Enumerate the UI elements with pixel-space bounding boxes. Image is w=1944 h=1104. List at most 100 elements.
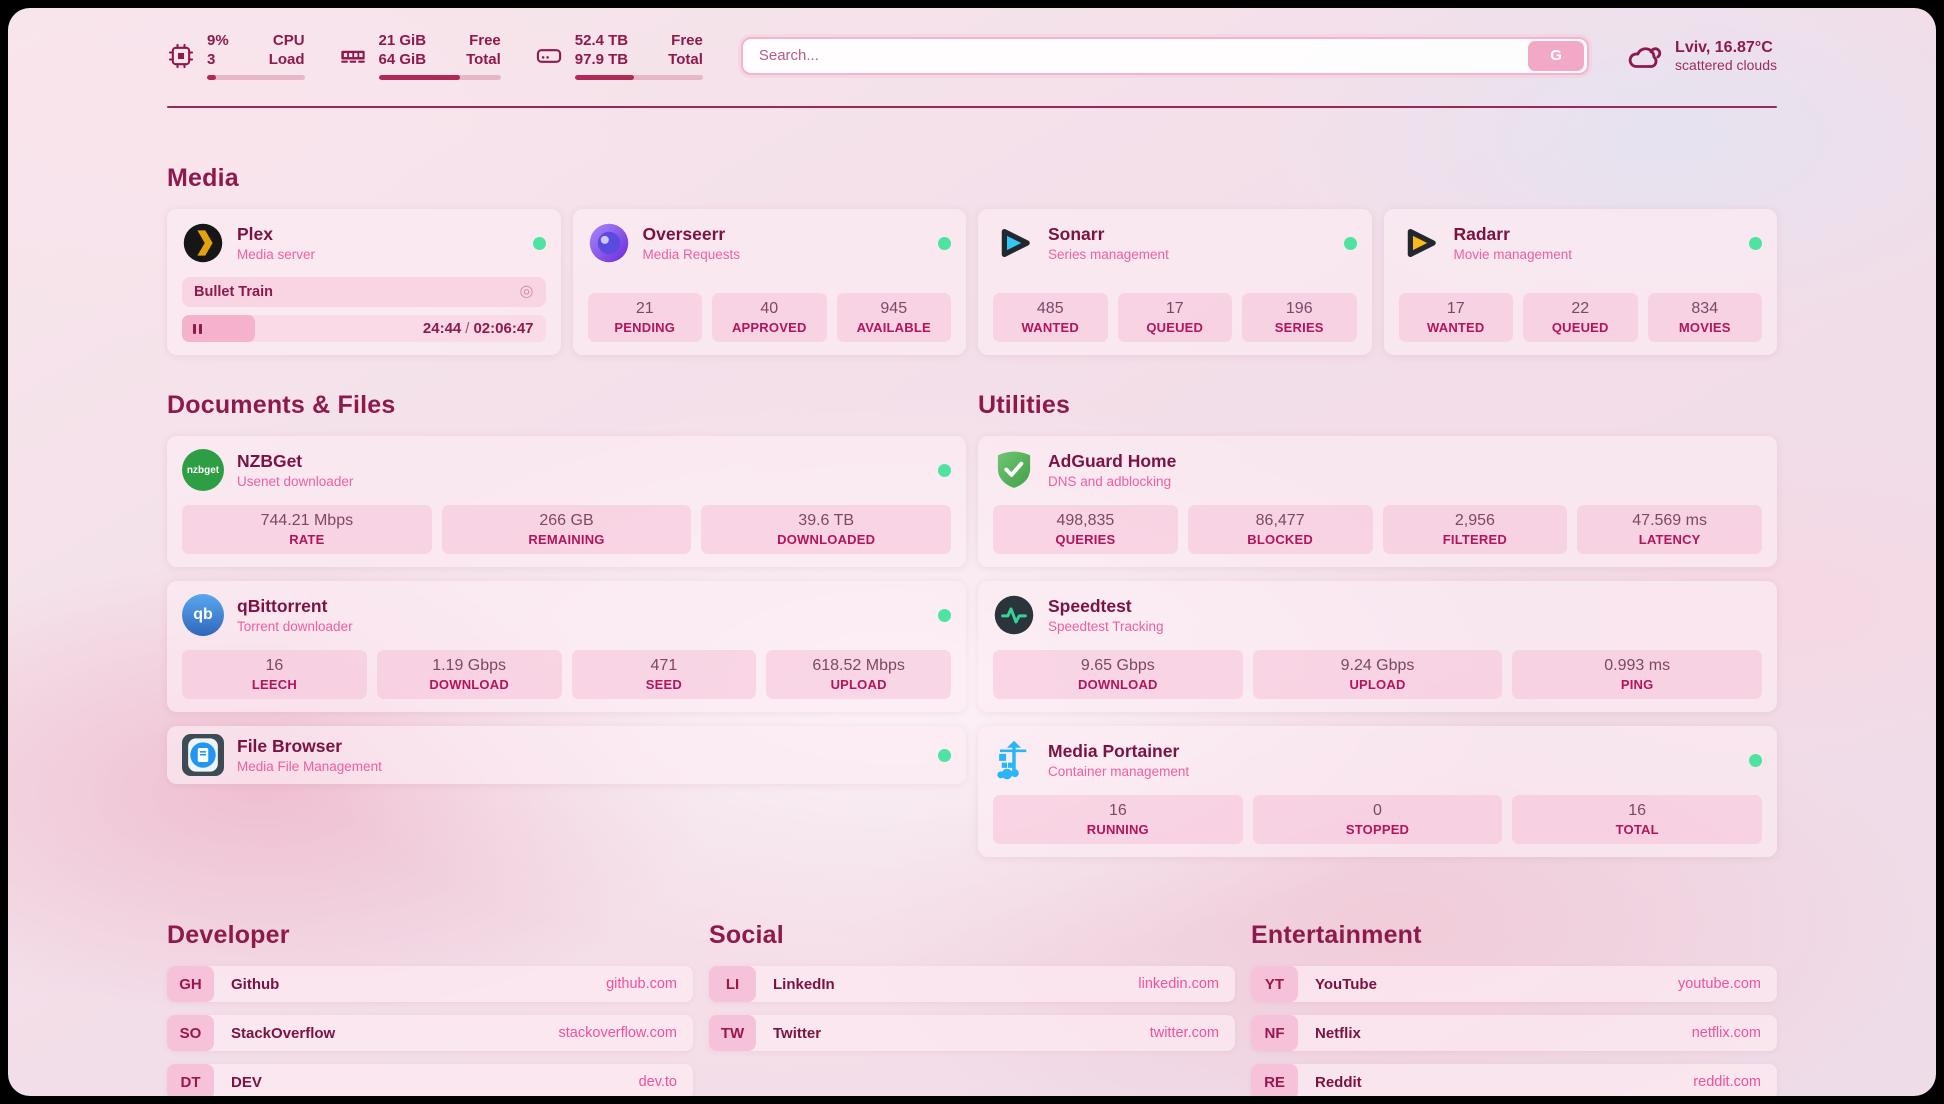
storage-total-label: Total <box>668 50 703 68</box>
app-subtitle: Movie management <box>1453 247 1573 262</box>
link-name: DEV <box>231 1073 262 1091</box>
app-card-radarr[interactable]: Radarr Movie management 17 WANTED 22 QUE… <box>1383 209 1777 355</box>
stat-approved: 40 APPROVED <box>712 293 827 342</box>
filebrowser-icon <box>182 734 224 776</box>
radarr-icon <box>1399 222 1441 264</box>
link-github[interactable]: GH Github github.com <box>167 966 693 1002</box>
stat-available: 945 AVAILABLE <box>836 293 951 342</box>
playback-progress-bar[interactable]: 24:44 / 02:06:47 <box>182 315 546 342</box>
documents-column: Documents & Files nzbget NZBGet Usenet d… <box>167 391 966 784</box>
link-name: YouTube <box>1315 975 1377 993</box>
link-url: youtube.com <box>1677 976 1761 992</box>
link-stackoverflow[interactable]: SO StackOverflow stackoverflow.com <box>167 1015 693 1051</box>
link-abbr-badge: LI <box>709 966 756 1002</box>
link-dev[interactable]: DT DEV dev.to <box>167 1064 693 1096</box>
app-name: Plex <box>237 224 273 244</box>
search-input[interactable] <box>742 47 1529 65</box>
app-card-adguard[interactable]: AdGuard Home DNS and adblocking 498,835 … <box>978 436 1777 567</box>
link-url: stackoverflow.com <box>558 1025 677 1041</box>
stat-movies: 834 MOVIES <box>1647 293 1762 342</box>
link-url: dev.to <box>638 1074 677 1090</box>
app-card-sonarr[interactable]: Sonarr Series management 485 WANTED 17 Q… <box>978 209 1372 355</box>
stat-leech: 16 LEECH <box>182 650 367 699</box>
storage-total-value: 97.9 TB <box>574 50 629 68</box>
cloud-icon <box>1627 38 1663 74</box>
search-bar[interactable]: G <box>740 36 1590 75</box>
total-duration: 02:06:47 <box>473 320 534 337</box>
dashboard-window: 9% CPU 3 Load <box>8 8 1936 1096</box>
stat-series: 196 SERIES <box>1242 293 1357 342</box>
stat-queued: 22 QUEUED <box>1523 293 1638 342</box>
stat-downloaded: 39.6 TB DOWNLOADED <box>701 505 952 554</box>
link-linkedin[interactable]: LI LinkedIn linkedin.com <box>709 966 1235 1002</box>
status-online-dot <box>1749 753 1762 767</box>
now-playing-pill: Bullet Train ◎ <box>182 277 546 307</box>
stat-latency: 47.569 ms LATENCY <box>1577 505 1762 554</box>
playback-time: 24:44 / 02:06:47 <box>423 315 534 342</box>
app-subtitle: Speedtest Tracking <box>1048 619 1164 634</box>
section-title-social: Social <box>709 921 784 949</box>
stat-filtered: 2,956 FILTERED <box>1382 505 1568 554</box>
app-card-qbittorrent[interactable]: qb qBittorrent Torrent downloader 16 LEE… <box>167 581 966 712</box>
status-online-dot <box>1749 236 1762 250</box>
storage-free-value: 52.4 TB <box>574 32 629 49</box>
app-card-filebrowser[interactable]: File Browser Media File Management <box>167 726 966 784</box>
stat-ping: 0.993 ms PING <box>1512 650 1763 699</box>
weather-widget[interactable]: Lviv, 16.87°C scattered clouds <box>1627 38 1777 74</box>
section-title-entertainment: Entertainment <box>1251 921 1422 949</box>
stat-upload: 618.52 Mbps UPLOAD <box>766 650 951 699</box>
status-online-dot <box>532 236 546 250</box>
pause-icon[interactable] <box>193 323 202 334</box>
app-subtitle: Container management <box>1048 764 1190 779</box>
link-url: twitter.com <box>1149 1025 1219 1041</box>
link-reddit[interactable]: RE Reddit reddit.com <box>1251 1064 1777 1096</box>
search-engine-button[interactable]: G <box>1528 40 1585 71</box>
memory-stat-widget: 21 GiB Free 64 GiB Total <box>339 32 501 80</box>
playback-played-segment <box>182 315 255 342</box>
app-name: File Browser <box>237 736 343 756</box>
top-bar: 9% CPU 3 Load <box>167 32 1777 80</box>
app-subtitle: DNS and adblocking <box>1048 474 1172 489</box>
app-name: Media Portainer <box>1048 741 1180 761</box>
cpu-label: CPU <box>272 32 305 49</box>
link-twitter[interactable]: TW Twitter twitter.com <box>709 1015 1235 1051</box>
stat-upload: 9.24 Gbps UPLOAD <box>1252 650 1503 699</box>
entertainment-section: Entertainment YT YouTube youtube.com NF … <box>1251 921 1777 1096</box>
status-online-dot <box>938 608 951 622</box>
link-youtube[interactable]: YT YouTube youtube.com <box>1251 966 1777 1002</box>
overseerr-icon <box>588 222 630 264</box>
link-netflix[interactable]: NF Netflix netflix.com <box>1251 1015 1777 1051</box>
app-name: qBittorrent <box>237 596 328 616</box>
app-card-speedtest[interactable]: Speedtest Speedtest Tracking 9.65 Gbps D… <box>978 581 1777 712</box>
app-subtitle: Usenet downloader <box>237 474 354 489</box>
time-separator: / <box>465 320 470 337</box>
sonarr-icon <box>993 222 1035 264</box>
stat-wanted: 485 WANTED <box>993 293 1108 342</box>
app-name: Overseerr <box>642 224 726 244</box>
status-online-dot <box>1343 236 1357 250</box>
section-title-utilities: Utilities <box>978 391 1071 419</box>
cast-icon[interactable]: ◎ <box>519 283 534 300</box>
system-stats-group: 9% CPU 3 Load <box>167 32 703 80</box>
status-online-dot <box>938 748 951 762</box>
weather-condition: scattered clouds <box>1675 56 1777 73</box>
app-card-portainer[interactable]: Media Portainer Container management 16 … <box>978 726 1777 857</box>
hard-drive-icon <box>535 42 563 70</box>
media-cards-row: Plex Media server Bullet Train ◎ 24:44 /… <box>167 209 1777 355</box>
stat-pending: 21 PENDING <box>587 293 702 342</box>
stat-queries: 498,835 QUERIES <box>993 505 1178 554</box>
link-name: Netflix <box>1315 1024 1361 1042</box>
link-url: linkedin.com <box>1138 976 1219 992</box>
link-abbr-badge: NF <box>1251 1015 1298 1051</box>
speedtest-pulse-icon <box>993 594 1035 636</box>
app-card-nzbget[interactable]: nzbget NZBGet Usenet downloader 744.21 M… <box>167 436 966 567</box>
app-card-overseerr[interactable]: Overseerr Media Requests 21 PENDING 40 A… <box>572 209 966 355</box>
app-subtitle: Series management <box>1048 247 1169 262</box>
link-name: LinkedIn <box>773 975 835 993</box>
cpu-stat-widget: 9% CPU 3 Load <box>167 32 305 80</box>
status-online-dot <box>938 463 951 477</box>
cpu-usage-value: 9% <box>207 32 229 49</box>
app-card-plex[interactable]: Plex Media server Bullet Train ◎ 24:44 /… <box>167 209 561 355</box>
link-abbr-badge: GH <box>167 966 214 1002</box>
stat-total: 16 TOTAL <box>1512 795 1763 844</box>
